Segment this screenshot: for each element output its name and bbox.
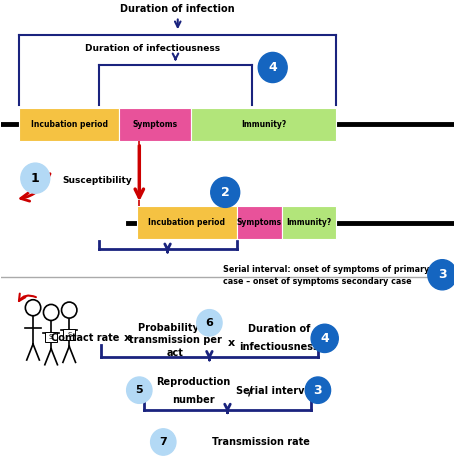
FancyBboxPatch shape	[237, 207, 282, 239]
FancyBboxPatch shape	[137, 207, 237, 239]
Text: Duration of: Duration of	[248, 324, 310, 334]
Text: x: x	[228, 338, 235, 348]
FancyBboxPatch shape	[119, 108, 191, 140]
Circle shape	[211, 177, 240, 208]
Text: infectiousness: infectiousness	[240, 342, 319, 352]
Text: S: S	[67, 332, 72, 337]
FancyBboxPatch shape	[19, 108, 119, 140]
Text: Immunity?: Immunity?	[241, 119, 286, 128]
Text: Duration of infectiousness: Duration of infectiousness	[85, 44, 220, 53]
Text: /: /	[248, 384, 253, 398]
Text: 6: 6	[205, 318, 213, 328]
Text: 4: 4	[268, 61, 277, 74]
Text: Incubation period: Incubation period	[31, 119, 108, 128]
Text: 4: 4	[320, 332, 329, 345]
Text: Transmission rate: Transmission rate	[212, 437, 310, 447]
Text: 1: 1	[31, 172, 40, 185]
Text: Symptoms: Symptoms	[237, 219, 282, 228]
FancyBboxPatch shape	[282, 207, 336, 239]
Circle shape	[197, 310, 222, 336]
Text: Susceptibility: Susceptibility	[63, 176, 132, 185]
Circle shape	[151, 429, 176, 455]
Text: 2: 2	[221, 186, 229, 199]
Text: 3: 3	[438, 268, 447, 281]
Text: Symptoms: Symptoms	[133, 119, 178, 128]
Text: case – onset of symptoms secondary case: case – onset of symptoms secondary case	[223, 277, 411, 286]
Text: Incubation period: Incubation period	[148, 219, 225, 228]
Circle shape	[311, 324, 338, 353]
Text: 5: 5	[136, 385, 143, 395]
Text: Probability of: Probability of	[138, 323, 213, 333]
Circle shape	[428, 260, 457, 290]
Text: 7: 7	[159, 437, 167, 447]
Text: Serial interval: onset of symptoms of primary: Serial interval: onset of symptoms of pr…	[223, 265, 429, 274]
Text: Contact rate: Contact rate	[51, 333, 119, 343]
Text: Reproduction: Reproduction	[156, 377, 231, 387]
Text: act: act	[167, 348, 184, 358]
Text: S: S	[49, 334, 53, 340]
Text: x: x	[124, 333, 131, 343]
Circle shape	[258, 53, 287, 82]
FancyBboxPatch shape	[64, 329, 75, 340]
Text: Serial interval: Serial interval	[236, 386, 314, 396]
Circle shape	[21, 163, 50, 193]
FancyBboxPatch shape	[191, 108, 336, 140]
Text: Immunity?: Immunity?	[286, 219, 331, 228]
Text: number: number	[172, 395, 215, 405]
Circle shape	[127, 377, 152, 403]
Text: Duration of infection: Duration of infection	[120, 4, 235, 14]
Text: 3: 3	[314, 383, 322, 397]
FancyBboxPatch shape	[45, 332, 57, 342]
Text: transmission per: transmission per	[129, 335, 222, 345]
Circle shape	[305, 377, 330, 403]
